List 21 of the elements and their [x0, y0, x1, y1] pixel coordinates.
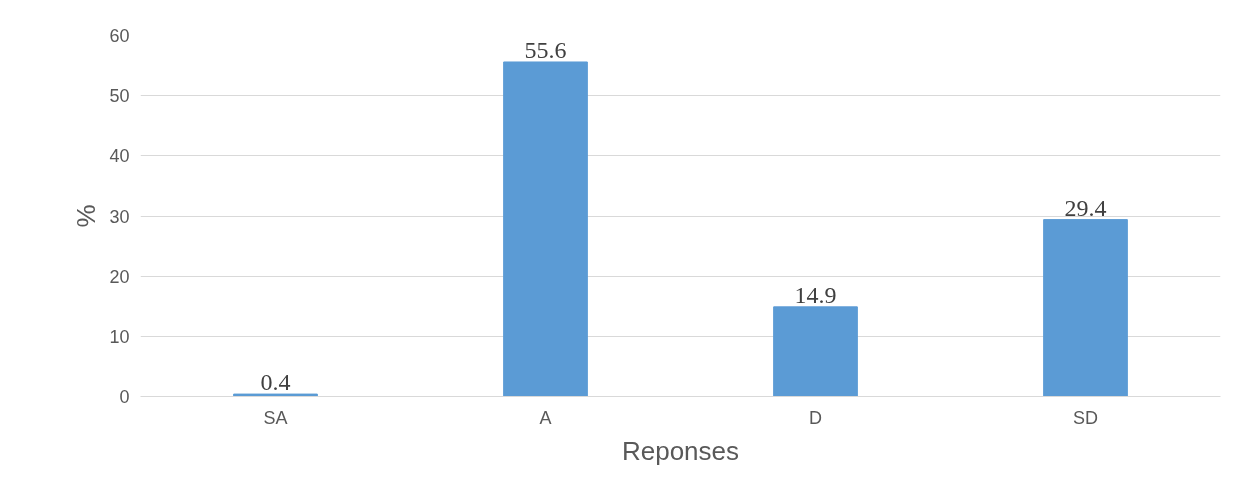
data-label: 29.4: [1064, 194, 1107, 221]
bar: [1043, 219, 1128, 397]
y-tick-label: 40: [109, 146, 130, 167]
x-axis-title: Reponses: [621, 435, 740, 466]
x-tick-label: SD: [1073, 407, 1099, 428]
x-tick-label: D: [809, 407, 822, 428]
bar: [233, 393, 318, 397]
data-label: 0.4: [260, 369, 291, 396]
y-tick-label: 60: [109, 26, 130, 46]
bar: [773, 306, 858, 397]
data-label: 55.6: [524, 36, 567, 63]
y-tick-label: 50: [109, 86, 130, 107]
data-label: 14.9: [794, 281, 837, 308]
y-tick-label: 20: [109, 266, 130, 287]
y-tick-label: 30: [109, 206, 130, 227]
x-tick-label: SA: [263, 407, 288, 428]
y-tick-label: 10: [109, 326, 130, 347]
y-axis-title: %: [71, 204, 102, 228]
y-tick-label: 0: [119, 387, 130, 407]
bar: [503, 61, 588, 397]
x-tick-label: A: [539, 407, 552, 428]
